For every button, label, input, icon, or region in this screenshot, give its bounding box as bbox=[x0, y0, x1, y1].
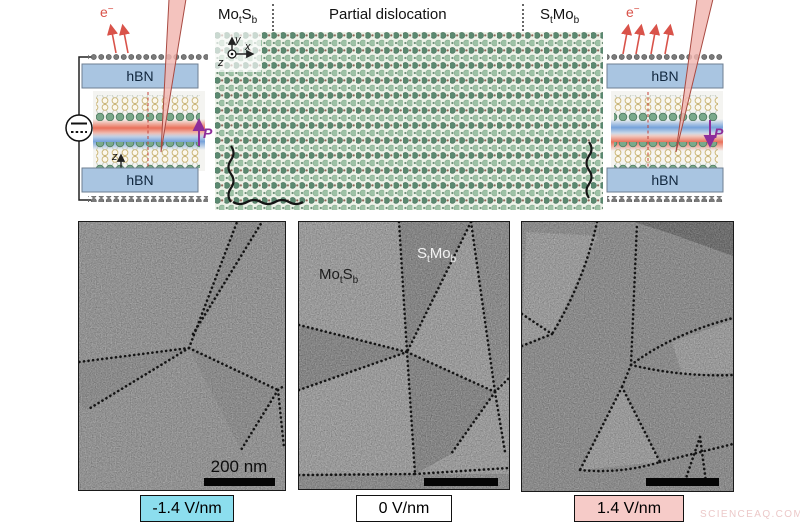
axis-z-label: z bbox=[217, 57, 224, 69]
scale-bar-label: 200 nm bbox=[211, 457, 268, 476]
electron-label: e− bbox=[626, 4, 640, 20]
voltage-source-symbol bbox=[65, 114, 93, 142]
emitted-electron-arrows bbox=[106, 23, 130, 54]
bias-circuit-wire bbox=[65, 56, 93, 201]
hbn-top-label: hBN bbox=[126, 68, 153, 84]
domain-wall-dotted-lines bbox=[522, 222, 733, 486]
electron-beam-cone bbox=[675, 0, 714, 153]
annotation-stmob: StMob bbox=[417, 245, 457, 265]
right-stack-schematic: hBN P hBN e− bbox=[606, 0, 724, 202]
hbn-bottom-slab: hBN bbox=[81, 167, 199, 193]
graphene-top-row bbox=[88, 54, 208, 60]
axis-z-label: z bbox=[111, 151, 118, 163]
partial-dislocation-label: Partial dislocation bbox=[329, 6, 447, 23]
graphene-top-row bbox=[607, 54, 723, 60]
hbn-top-label: hBN bbox=[651, 68, 678, 84]
scale-bar bbox=[204, 478, 275, 486]
hbn-top-slab: hBN bbox=[81, 63, 199, 89]
mos2-top-layer bbox=[614, 95, 718, 121]
polarization-label: P bbox=[203, 125, 213, 141]
field-band-blue bbox=[611, 119, 723, 136]
field-value-box-positive: 1.4 V/nm bbox=[574, 495, 684, 522]
tem-panel-positive-field bbox=[521, 221, 734, 492]
stacking-label-stmob: StMob bbox=[540, 6, 580, 26]
region-separator-right bbox=[522, 4, 524, 31]
lattice-atoms bbox=[215, 32, 603, 210]
axis-x-label: x bbox=[244, 41, 251, 53]
field-band-red bbox=[93, 119, 205, 137]
hbn-top-slab: hBN bbox=[606, 63, 724, 89]
dislocation-lines bbox=[227, 141, 593, 206]
scale-bar bbox=[646, 478, 719, 486]
electron-label: e− bbox=[100, 4, 114, 20]
domain-wall-dotted-lines bbox=[79, 222, 285, 452]
field-value-box-negative: -1.4 V/nm bbox=[140, 495, 234, 522]
electron-beam-cone bbox=[160, 0, 187, 153]
emitted-electron-arrows bbox=[621, 23, 675, 55]
tem-panel-zero-field: MotSb StMob bbox=[298, 221, 510, 490]
annotation-motsb: MotSb bbox=[319, 266, 359, 286]
hbn-bottom-slab: hBN bbox=[606, 167, 724, 193]
axis-y-label: y bbox=[234, 34, 242, 46]
graphene-bottom-row bbox=[88, 196, 208, 202]
hbn-bottom-label: hBN bbox=[126, 172, 153, 188]
atomic-lattice-map: y x z bbox=[215, 32, 603, 210]
graphene-bottom-row bbox=[607, 196, 723, 202]
scale-bar bbox=[424, 478, 498, 486]
hbn-bottom-label: hBN bbox=[651, 172, 678, 188]
polarization-label: P bbox=[714, 125, 724, 141]
region-separator-left bbox=[272, 4, 274, 31]
field-value-box-zero: 0 V/nm bbox=[356, 495, 452, 522]
domain-wall-dotted-lines bbox=[299, 222, 509, 477]
left-stack-schematic: hBN z y P hBN e− bbox=[65, 0, 213, 202]
stacking-label-motsb: MotSb bbox=[218, 6, 258, 26]
z-dot bbox=[230, 52, 234, 56]
mos2-bottom-layer bbox=[614, 142, 718, 168]
tem-panel-negative-field: 200 nm bbox=[78, 221, 286, 491]
watermark: SCIENCEAQ.COM bbox=[700, 509, 800, 520]
